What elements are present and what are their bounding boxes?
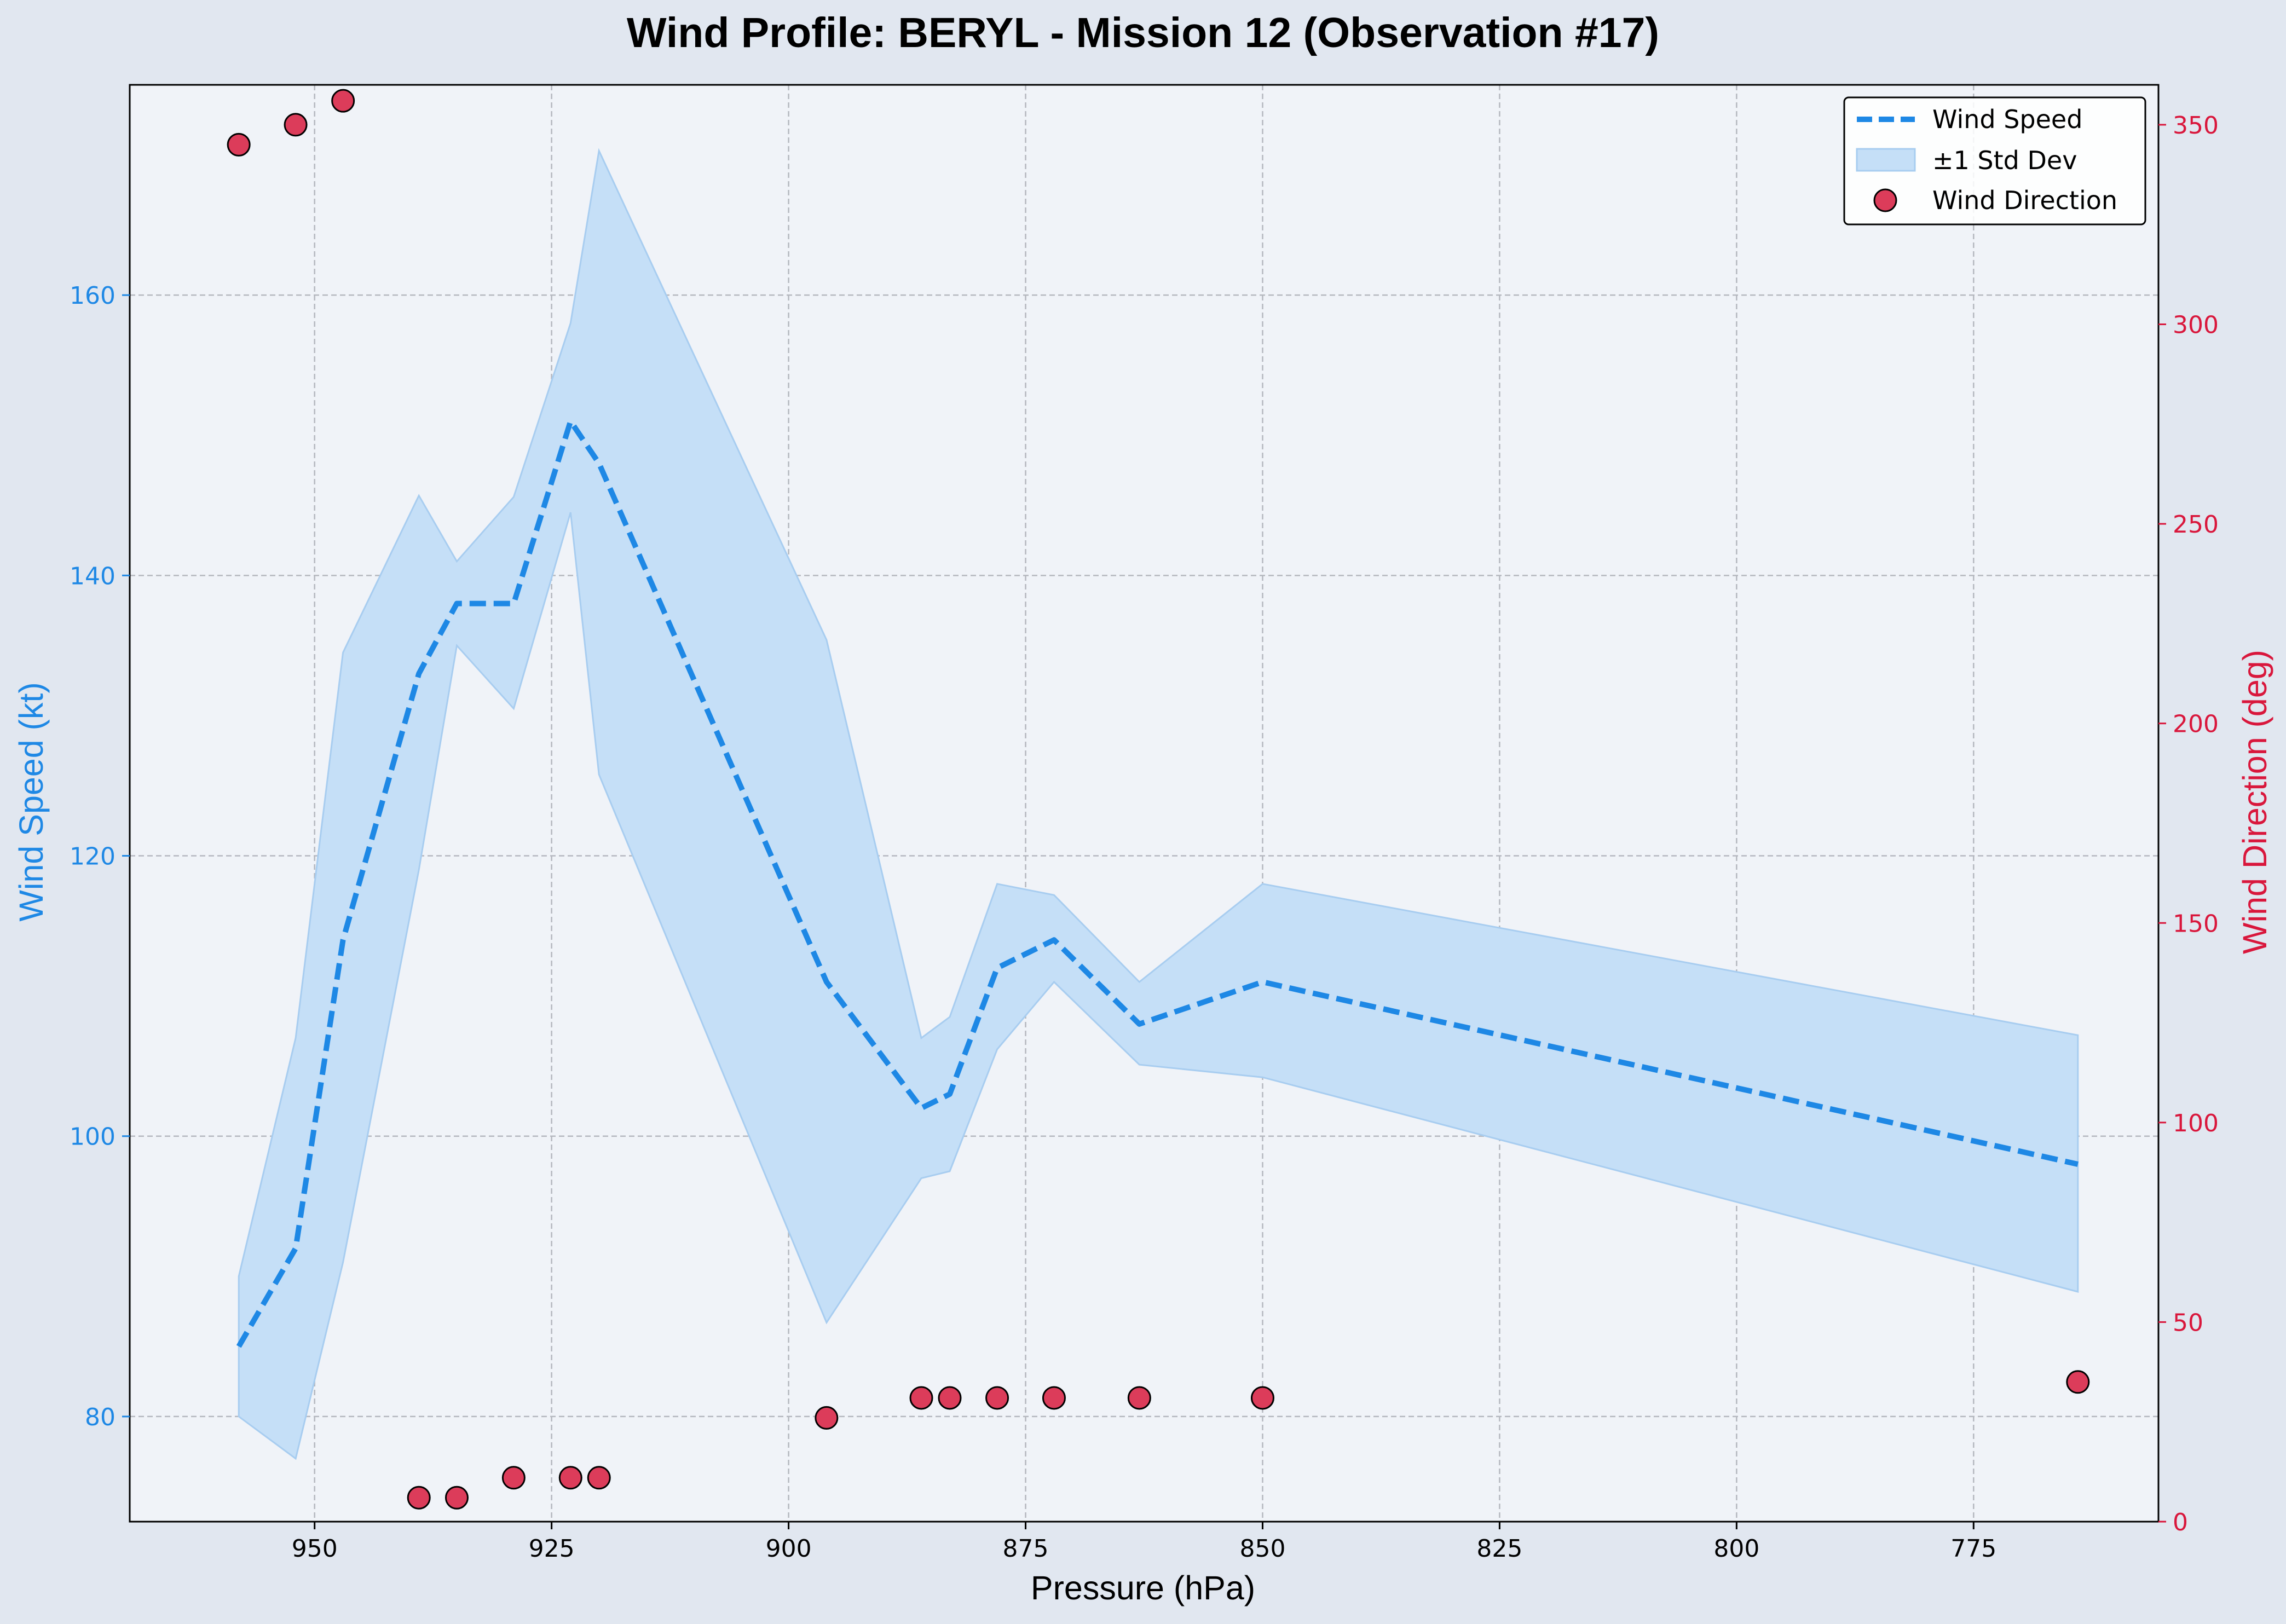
legend-label-wind-speed: Wind Speed [1932,105,2082,134]
plot-area [130,85,2158,1522]
y-tick-label-left: 80 [85,1403,116,1431]
wind-speed-point [921,1108,922,1109]
y-tick-label-right: 100 [2173,1109,2219,1137]
y-axis-title-left: Wind Speed (kt) [13,682,50,921]
wind-speed-line [236,418,2079,1348]
y-tick-label-left: 160 [70,282,116,310]
wind-direction-point [501,1466,526,1490]
y-tick-label-left: 100 [70,1123,116,1151]
wind-direction-point [444,1486,469,1510]
wind-speed-point [343,939,344,940]
wind-speed-point [1053,939,1054,940]
legend-box [1843,96,2146,226]
x-tick-label: 925 [529,1535,575,1563]
wind-speed-point [238,1346,239,1347]
axes: 950 925 900 875 850 825 800 775 80 100 120 140 160 0 5… [70,112,2219,1563]
legend-swatch-wind-direction [1873,188,1897,212]
wind-direction-point [331,89,355,113]
chart-title: Wind Profile: BERYL - Mission 12 (Observ… [627,9,1659,56]
plot-frame [129,84,2160,1523]
y-tick-label-right: 300 [2173,311,2219,339]
y-axis-title-right: Wind Direction (deg) [2236,650,2273,954]
wind-direction-point [938,1386,962,1410]
x-axis-title: Pressure (hPa) [1031,1569,1255,1606]
wind-direction-point [284,113,308,137]
x-tick-label: 950 [292,1535,338,1563]
legend-label-std-dev: ±1 Std Dev [1932,146,2077,175]
x-tick-label: 825 [1476,1535,1522,1563]
wind-speed-point [418,673,419,674]
x-tick-label: 850 [1239,1535,1285,1563]
wind-direction-point [1042,1386,1066,1410]
wind-speed-point [295,1248,296,1249]
y-tick-label-right: 150 [2173,910,2219,938]
x-tick-label: 775 [1950,1535,1996,1563]
std-dev-band [238,148,2079,1460]
wind-speed-point [598,463,599,464]
legend-swatch-std-dev [1856,148,1916,172]
y-tick-label-right: 350 [2173,112,2219,140]
wind-direction-point [815,1406,839,1430]
x-tick-label: 800 [1713,1535,1759,1563]
wind-direction-point [558,1466,582,1490]
wind-direction-point [1250,1386,1274,1410]
legend: Wind Speed ±1 Std Dev Wind Direction [1843,96,2146,226]
wind-direction-point [587,1466,611,1490]
wind-speed-point [826,981,827,983]
wind-speed-point [1262,981,1263,983]
grid-lines [130,85,2158,1522]
wind-speed-point [997,967,998,968]
y-tick-label-left: 120 [70,843,116,871]
y-tick-label-right: 250 [2173,511,2219,539]
y-tick-label-right: 50 [2173,1309,2203,1337]
wind-direction-point [909,1386,933,1410]
x-tick-label: 875 [1003,1535,1049,1563]
x-tick-label: 900 [766,1535,812,1563]
y-tick-label-right: 200 [2173,710,2219,738]
wind-speed-series [236,418,2079,1348]
y-tick-label-right: 0 [2173,1509,2188,1536]
wind-speed-point [513,603,514,604]
wind-speed-point [2077,1164,2079,1165]
wind-direction-point [985,1386,1009,1410]
y-tick-label-left: 140 [70,562,116,590]
std-dev-band-area [238,148,2079,1460]
wind-direction-point [2066,1370,2090,1394]
legend-label-wind-direction: Wind Direction [1932,186,2117,215]
wind-direction-point [1127,1386,1151,1410]
wind-speed-point [949,1094,950,1095]
wind-speed-point [570,421,571,422]
wind-direction-series [227,89,2090,1510]
wind-speed-point [1139,1024,1140,1025]
wind-speed-point [456,603,457,604]
wind-direction-point [227,132,251,157]
wind-direction-point [407,1486,431,1510]
